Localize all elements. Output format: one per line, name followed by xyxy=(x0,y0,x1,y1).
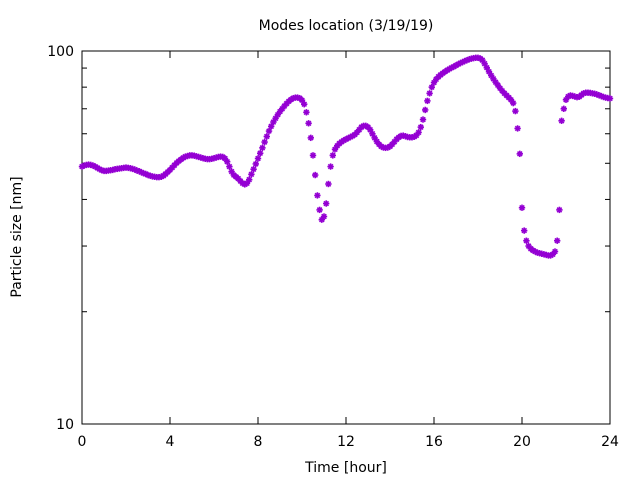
data-point xyxy=(518,204,526,211)
data-point xyxy=(320,213,328,220)
data-point xyxy=(265,127,273,135)
x-tick-label: 8 xyxy=(254,434,263,450)
plot-frame xyxy=(81,50,611,425)
data-point xyxy=(558,117,565,124)
data-point xyxy=(424,97,431,105)
data-point xyxy=(316,206,323,214)
data-point xyxy=(415,129,422,136)
x-tick-label: 12 xyxy=(337,434,355,450)
data-point xyxy=(246,176,253,183)
data-point xyxy=(259,144,266,152)
x-tick-label: 20 xyxy=(513,434,531,450)
x-tick-label: 0 xyxy=(78,434,87,450)
data-point xyxy=(554,237,561,244)
data-point xyxy=(521,227,528,234)
data-point xyxy=(305,120,312,127)
data-point xyxy=(254,155,262,162)
data-point xyxy=(510,99,517,107)
data-point xyxy=(257,150,264,157)
data-point xyxy=(248,171,255,178)
x-axis-label: Time [hour] xyxy=(304,460,387,476)
data-point xyxy=(560,105,567,112)
data-point xyxy=(512,107,519,115)
data-point xyxy=(606,95,614,102)
data-point xyxy=(224,158,231,165)
data-point xyxy=(309,152,317,159)
data-point xyxy=(514,125,521,132)
data-point xyxy=(329,152,336,159)
data-point xyxy=(312,171,319,179)
chart-title: Modes location (3/19/19) xyxy=(259,18,434,34)
data-point xyxy=(325,180,332,188)
y-tick-label: 100 xyxy=(47,44,74,60)
data-point xyxy=(556,206,563,214)
data-point xyxy=(417,123,424,131)
x-tick-label: 16 xyxy=(425,434,443,450)
data-point xyxy=(314,192,321,199)
x-tick-label: 24 xyxy=(601,434,619,450)
data-point xyxy=(516,150,523,158)
y-axis-label: Particle size [nm] xyxy=(9,176,25,297)
data-point xyxy=(507,96,515,103)
data-point xyxy=(307,134,314,142)
y-tick-label: 10 xyxy=(56,417,74,433)
x-tick-label: 4 xyxy=(166,434,175,450)
data-point xyxy=(303,109,310,116)
data-point xyxy=(263,133,270,140)
data-point xyxy=(551,248,559,255)
data-point xyxy=(327,163,334,170)
y-axis: 10 100 xyxy=(47,44,610,433)
data-point xyxy=(422,106,429,114)
data-point xyxy=(428,83,435,91)
data-point xyxy=(250,166,257,173)
data-point xyxy=(301,101,308,108)
x-axis: 0 4 8 12 16 20 24 xyxy=(78,51,619,450)
data-point xyxy=(323,200,330,207)
data-point xyxy=(426,90,433,97)
data-point xyxy=(523,237,530,244)
data-point xyxy=(226,163,233,170)
data-point xyxy=(419,116,427,123)
data-point xyxy=(261,138,268,146)
data-series xyxy=(78,54,614,259)
data-point xyxy=(252,160,259,168)
